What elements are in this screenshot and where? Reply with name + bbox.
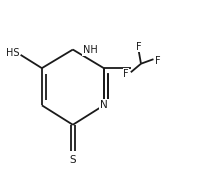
Text: F: F: [136, 42, 141, 52]
Text: N: N: [100, 100, 108, 110]
Text: F: F: [154, 56, 160, 66]
Text: HS: HS: [6, 48, 19, 58]
Text: S: S: [70, 155, 76, 165]
Text: NH: NH: [83, 45, 97, 55]
Text: F: F: [123, 69, 129, 79]
